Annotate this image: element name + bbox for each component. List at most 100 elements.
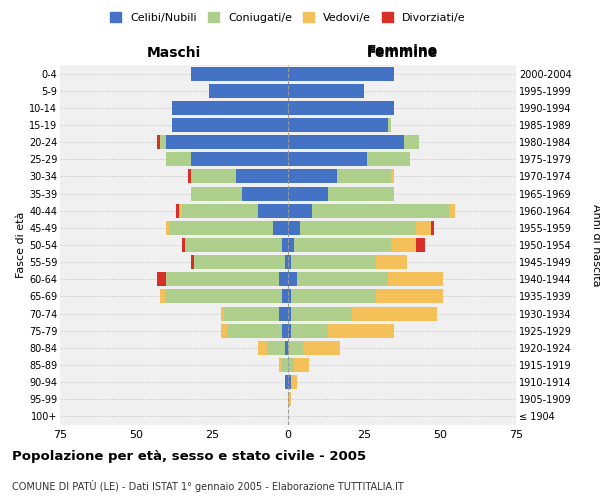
Text: Femmine: Femmine <box>367 44 437 58</box>
Bar <box>337 170 391 183</box>
Bar <box>166 152 191 166</box>
Bar <box>166 272 279 286</box>
Bar <box>288 118 388 132</box>
Bar <box>182 238 185 252</box>
Bar <box>157 272 166 286</box>
Bar <box>376 255 407 269</box>
Legend: Celibi/Nubili, Coniugati/e, Vedovi/e, Divorziati/e: Celibi/Nubili, Coniugati/e, Vedovi/e, Di… <box>106 8 470 28</box>
Bar <box>291 324 328 338</box>
Bar <box>188 170 191 183</box>
Bar <box>288 204 313 218</box>
Bar <box>221 306 224 320</box>
Bar <box>160 290 166 304</box>
Bar <box>166 135 288 149</box>
Bar <box>300 221 416 235</box>
Y-axis label: Anni di nascita: Anni di nascita <box>591 204 600 286</box>
Bar <box>288 272 297 286</box>
Bar <box>191 170 236 183</box>
Bar <box>185 238 282 252</box>
Bar <box>294 358 309 372</box>
Bar <box>388 118 391 132</box>
Bar <box>288 341 303 355</box>
Bar <box>285 375 288 389</box>
Bar <box>288 324 291 338</box>
Bar <box>160 135 166 149</box>
Text: Maschi: Maschi <box>147 46 201 60</box>
Bar <box>227 324 282 338</box>
Bar <box>416 238 425 252</box>
Bar <box>288 221 300 235</box>
Bar <box>288 101 394 115</box>
Bar <box>288 358 294 372</box>
Bar <box>431 221 434 235</box>
Text: Femmine: Femmine <box>367 46 437 60</box>
Bar <box>391 238 416 252</box>
Bar <box>391 170 394 183</box>
Bar <box>166 221 169 235</box>
Text: COMUNE DI PATÙ (LE) - Dati ISTAT 1° gennaio 2005 - Elaborazione TUTTITALIA.IT: COMUNE DI PATÙ (LE) - Dati ISTAT 1° genn… <box>12 480 404 492</box>
Bar <box>176 204 179 218</box>
Bar <box>328 324 394 338</box>
Bar <box>288 290 291 304</box>
Bar <box>282 358 288 372</box>
Bar <box>257 341 267 355</box>
Bar <box>236 170 288 183</box>
Bar <box>279 306 288 320</box>
Bar <box>376 290 443 304</box>
Y-axis label: Fasce di età: Fasce di età <box>16 212 26 278</box>
Bar <box>179 204 182 218</box>
Bar <box>291 375 297 389</box>
Bar <box>291 290 376 304</box>
Bar <box>288 255 291 269</box>
Bar <box>288 306 291 320</box>
Bar <box>285 255 288 269</box>
Bar <box>328 186 394 200</box>
Bar <box>449 204 455 218</box>
Bar <box>404 135 419 149</box>
Bar <box>288 392 291 406</box>
Bar <box>297 272 388 286</box>
Bar <box>282 290 288 304</box>
Bar <box>169 221 273 235</box>
Bar <box>288 238 294 252</box>
Bar <box>209 84 288 98</box>
Bar <box>279 358 282 372</box>
Bar <box>291 306 352 320</box>
Bar <box>191 152 288 166</box>
Bar <box>191 255 194 269</box>
Bar <box>182 204 257 218</box>
Bar <box>352 306 437 320</box>
Bar <box>273 221 288 235</box>
Bar <box>313 204 449 218</box>
Bar <box>267 341 285 355</box>
Bar <box>288 152 367 166</box>
Bar <box>303 341 340 355</box>
Bar <box>157 135 160 149</box>
Bar <box>288 186 328 200</box>
Bar <box>285 341 288 355</box>
Bar <box>224 306 279 320</box>
Bar <box>257 204 288 218</box>
Bar <box>191 186 242 200</box>
Bar <box>279 272 288 286</box>
Bar <box>367 152 410 166</box>
Bar <box>172 118 288 132</box>
Bar <box>166 290 282 304</box>
Bar <box>282 324 288 338</box>
Bar <box>172 101 288 115</box>
Bar <box>242 186 288 200</box>
Bar <box>282 238 288 252</box>
Bar <box>291 255 376 269</box>
Bar <box>288 84 364 98</box>
Bar <box>191 66 288 80</box>
Text: Popolazione per età, sesso e stato civile - 2005: Popolazione per età, sesso e stato civil… <box>12 450 366 463</box>
Bar <box>288 66 394 80</box>
Bar <box>388 272 443 286</box>
Bar <box>294 238 391 252</box>
Bar <box>288 170 337 183</box>
Bar <box>288 375 291 389</box>
Bar <box>194 255 285 269</box>
Bar <box>416 221 431 235</box>
Bar <box>288 135 404 149</box>
Bar <box>221 324 227 338</box>
